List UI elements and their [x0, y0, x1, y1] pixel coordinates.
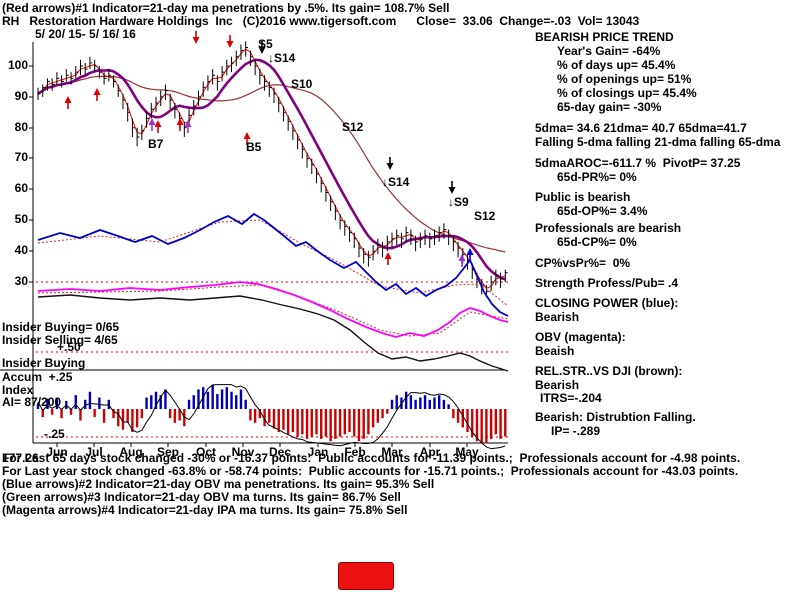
right-panel-line: % of openings up= 51% [557, 72, 692, 86]
right-panel-line: Falling 5-dma falling 21-dma falling 65-… [535, 135, 781, 149]
right-panel-line: Year's Gain= -64% [557, 44, 661, 58]
right-panel-line: OBV (magenta): [535, 330, 626, 344]
right-panel-line: Public is bearish [535, 190, 631, 204]
month-label: Dec [268, 445, 292, 459]
footer-line: For Last year stock changed -63.8% or -5… [2, 464, 739, 478]
right-panel-line: % of closings up= 45.4% [557, 86, 697, 100]
right-panel-line: 65d-OP%= 3.4% [557, 204, 648, 218]
chart-annotation: S12 [342, 120, 364, 134]
right-panel-line: REL.STR..VS DJI (brown): [535, 364, 683, 378]
right-panel-line: Professionals are bearish [535, 221, 682, 235]
date-range-label: 5/ 20/ 15- 5/ 16/ 16 [35, 27, 136, 41]
red-action-button[interactable] [338, 562, 394, 590]
insider-label: -.25 [44, 427, 65, 441]
right-panel-line: 5dmaAROC=-611.7 % PivotP= 37.25 [535, 156, 741, 170]
insider-label: AI= 87/200 [2, 395, 62, 409]
right-panel-line: % of days up= 45.4% [557, 58, 676, 72]
right-panel-line: Bearish: Distrubtion Falling. [535, 410, 696, 424]
month-label: Feb [344, 445, 366, 459]
ticker-title-line: RH Restoration Hardware Holdings Inc (C)… [2, 14, 640, 28]
chart-annotation: B5 [246, 140, 262, 154]
right-panel-line: 65d-PR%= 0% [557, 170, 637, 184]
price-axis-label: 60 [14, 181, 28, 195]
right-panel-line: Beaish [535, 344, 575, 358]
price-axis-label: 50 [14, 212, 28, 226]
right-panel-line: 65d-CP%= 0% [557, 235, 637, 249]
right-panel-line: ITRS=-.204 [540, 391, 602, 405]
price-axis-label: 70 [14, 150, 28, 164]
right-panel-line: CLOSING POWER (blue): [535, 296, 679, 310]
month-label: Nov [231, 445, 255, 459]
right-panel-line: Strength Profess/Pub= .4 [535, 276, 679, 290]
right-panel-line: 5dma= 34.6 21dma= 40.7 65dma=41.7 [535, 121, 747, 135]
month-label: Aug [119, 445, 143, 459]
footer-line: (Magenta arrows)#4 Indicator=21-day IPA … [2, 503, 408, 517]
right-panel-line: CP%vsPr%= 0% [535, 256, 631, 270]
month-label: Oct [195, 445, 217, 459]
right-panel-line: Bearish [535, 310, 580, 324]
insider-label: Insider Selling= 4/65 [2, 333, 118, 347]
month-label: Mar [381, 445, 403, 459]
month-label: Jun [46, 445, 68, 459]
insider-label: Insider Buying= 0/65 [2, 320, 120, 334]
insider-label: Insider Buying [2, 356, 86, 370]
price-axis-label: 90 [14, 89, 28, 103]
chart-annotation: S5 [258, 37, 273, 51]
price-axis-label: 80 [14, 120, 28, 134]
month-label: Jan [307, 445, 329, 459]
right-panel-line: Bearish [535, 378, 580, 392]
price-axis-label: 100 [7, 58, 28, 72]
month-label: May [455, 445, 479, 459]
chart-annotation: ↓S14 [268, 51, 296, 65]
indicator1-caption: (Red arrows)#1 Indicator=21-day ma penet… [2, 1, 450, 15]
footer-line: For Last 65 days stock changed -30% or -… [2, 451, 741, 465]
price-axis-label: 40 [14, 243, 28, 257]
chart-annotation: ↓S14 [382, 175, 410, 189]
chart-annotation: S10 [291, 77, 313, 91]
right-panel-line: 65-day gain= -30% [557, 100, 662, 114]
month-label: Sep [156, 445, 180, 459]
insider-label: Index [2, 383, 34, 397]
right-panel-line: BEARISH PRICE TREND [535, 30, 674, 44]
chart-annotation: S12 [474, 209, 496, 223]
insider-label: Accum +.25 [2, 370, 73, 384]
chart-annotation: ↓S9 [448, 195, 469, 209]
chart-annotation: B7 [148, 137, 164, 151]
footer-overlay-value: 177.26 [2, 451, 39, 465]
footer-line: (Green arrows)#3 Indicator=21-day OBV ma… [2, 490, 401, 504]
footer-line: (Blue arrows)#2 Indicator=21-day OBV ma … [2, 477, 435, 491]
insider-label: +.50 [57, 340, 81, 354]
month-label: Apr [419, 445, 441, 459]
price-axis-label: 30 [14, 274, 28, 288]
month-label: Jul [85, 445, 103, 459]
right-panel-line: IP= -.289 [551, 424, 601, 438]
